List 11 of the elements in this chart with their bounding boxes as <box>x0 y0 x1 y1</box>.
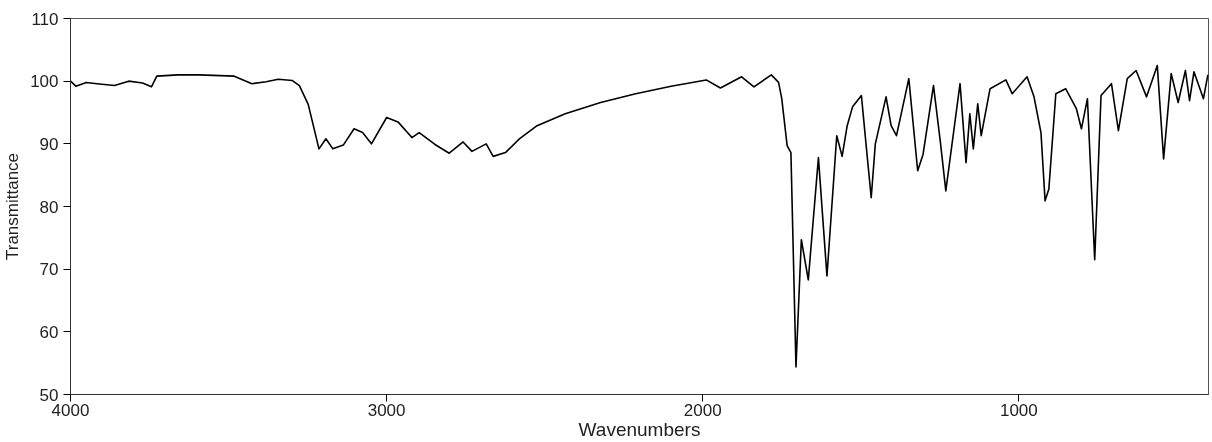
y-tick-label: 110 <box>31 9 59 29</box>
x-axis-title: Wavenumbers <box>578 418 701 440</box>
x-tick-label: 2000 <box>683 400 722 420</box>
x-tick-label: 3000 <box>367 400 406 420</box>
x-tick-label: 1000 <box>999 400 1038 420</box>
y-tick-label: 100 <box>30 72 59 92</box>
y-tick-label: 80 <box>39 197 59 217</box>
y-tick-label: 70 <box>39 260 59 280</box>
y-tick-label: 60 <box>39 322 59 342</box>
y-axis-title: Transmittance <box>3 152 23 261</box>
y-tick-label: 90 <box>39 134 59 154</box>
